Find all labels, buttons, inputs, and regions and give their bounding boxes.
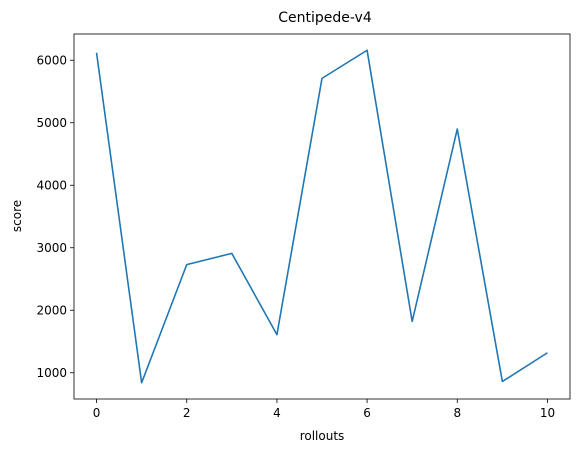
y-tick-label: 2000 [36,303,67,317]
x-axis: 0 2 4 6 8 10 [93,399,555,420]
plot-frame [73,33,571,400]
y-tick-label: 4000 [36,178,67,192]
y-tick-label: 6000 [36,53,67,67]
y-tick-label: 1000 [36,366,67,380]
plot-area [95,49,548,384]
y-axis-title: score [10,200,24,232]
series-line-0 [95,49,548,384]
y-tick-label: 5000 [36,116,67,130]
x-tick-label: 8 [453,406,461,420]
x-tick-label: 2 [183,406,191,420]
y-axis: 1000 2000 3000 4000 5000 6000 [36,53,74,380]
x-tick-label: 10 [540,406,555,420]
x-axis-title: rollouts [300,429,345,443]
x-tick-label: 6 [363,406,371,420]
x-tick-label: 0 [93,406,101,420]
x-tick-label: 4 [273,406,281,420]
y-tick-label: 3000 [36,241,67,255]
chart-title: Centipede-v4 [278,10,372,26]
